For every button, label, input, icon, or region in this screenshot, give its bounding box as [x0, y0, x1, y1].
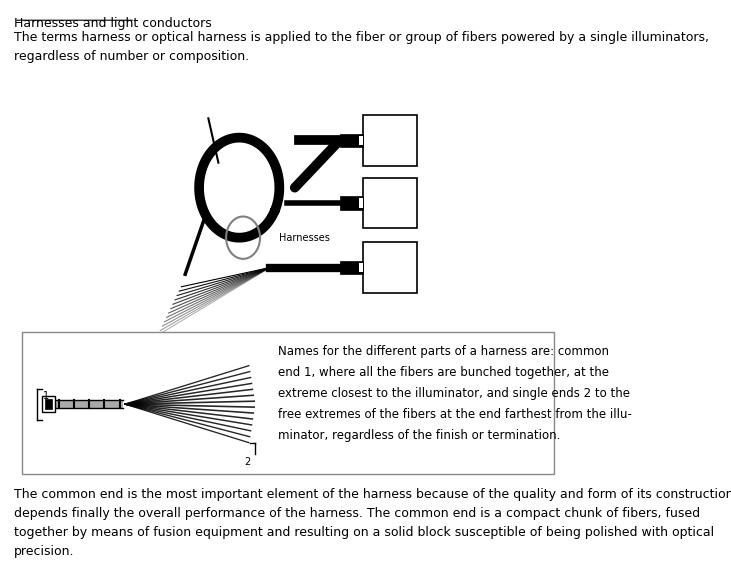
FancyBboxPatch shape: [22, 332, 554, 474]
Polygon shape: [359, 136, 363, 145]
Text: Names for the different parts of a harness are: common
end 1, where all the fibe: Names for the different parts of a harne…: [278, 345, 632, 442]
Polygon shape: [55, 400, 124, 408]
Polygon shape: [359, 263, 363, 272]
Polygon shape: [339, 261, 363, 274]
Polygon shape: [45, 400, 53, 409]
Polygon shape: [339, 134, 363, 147]
Polygon shape: [339, 196, 363, 210]
Text: 1: 1: [43, 390, 49, 401]
Polygon shape: [363, 116, 417, 165]
Text: The common end is the most important element of the harness because of the quali: The common end is the most important ele…: [14, 488, 731, 558]
Polygon shape: [359, 198, 363, 208]
Text: 2: 2: [244, 457, 250, 467]
Text: Harnesses: Harnesses: [279, 233, 330, 243]
Polygon shape: [363, 242, 417, 292]
Text: Harnesses and light conductors: Harnesses and light conductors: [14, 17, 212, 30]
Polygon shape: [363, 178, 417, 228]
Text: The terms harness or optical harness is applied to the fiber or group of fibers : The terms harness or optical harness is …: [14, 31, 709, 63]
Polygon shape: [42, 397, 55, 412]
